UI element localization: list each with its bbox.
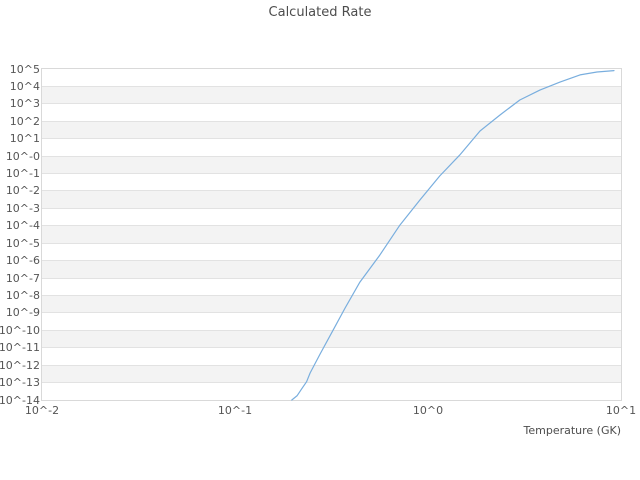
grid-band — [42, 190, 621, 209]
y-gridline — [42, 138, 621, 140]
grid-band — [42, 208, 621, 226]
y-tick-label: 10^-1 — [5, 167, 40, 181]
y-tick-label: 10^-12 — [0, 358, 40, 372]
grid-band — [42, 278, 621, 296]
y-gridline — [42, 173, 621, 175]
y-tick-label: 10^-7 — [5, 271, 40, 285]
y-tick-label: 10^-5 — [5, 236, 40, 250]
y-tick-label: 10^3 — [9, 97, 40, 111]
y-tick-label: 10^1 — [9, 132, 40, 146]
y-gridline — [42, 294, 621, 296]
y-gridline — [42, 277, 621, 279]
grid-band — [42, 260, 621, 279]
plot-area — [41, 68, 622, 401]
y-gridline — [42, 155, 621, 157]
grid-band — [42, 103, 621, 122]
y-gridline — [42, 120, 621, 122]
grid-band — [42, 121, 621, 139]
grid-band — [42, 365, 621, 383]
y-gridline — [42, 225, 621, 227]
y-tick-label: 10^-8 — [5, 288, 40, 302]
grid-band — [42, 225, 621, 244]
y-tick-label: 10^-2 — [5, 184, 40, 198]
y-tick-label: 10^4 — [9, 79, 40, 93]
y-gridline — [42, 329, 621, 331]
y-gridline — [42, 103, 621, 105]
y-gridline — [42, 364, 621, 366]
grid-band — [42, 330, 621, 348]
x-axis-title: Temperature (GK) — [523, 424, 622, 437]
grid-band — [42, 138, 621, 157]
chart-title: Calculated Rate — [268, 5, 372, 20]
y-tick-label: 10^-9 — [5, 306, 40, 320]
y-tick-label: 10^-14 — [0, 393, 40, 407]
y-tick-label: 10^5 — [9, 62, 40, 76]
x-tick-label: 10^-1 — [217, 404, 253, 417]
y-tick-label: 10^-11 — [0, 341, 40, 355]
y-gridline — [42, 85, 621, 87]
grid-band — [42, 243, 621, 261]
y-gridline — [42, 382, 621, 384]
y-gridline — [42, 190, 621, 192]
y-gridline — [42, 312, 621, 314]
x-tick-label: 10^1 — [605, 404, 637, 417]
y-tick-label: 10^-13 — [0, 376, 40, 390]
grid-band — [42, 347, 621, 366]
grid-band — [42, 173, 621, 191]
grid-band — [42, 382, 621, 400]
grid-band — [42, 86, 621, 104]
x-tick-label: 10^0 — [412, 404, 444, 417]
y-tick-label: 10^-10 — [0, 323, 40, 337]
y-tick-label: 10^-3 — [5, 201, 40, 215]
y-gridline — [42, 242, 621, 244]
y-tick-label: 10^-4 — [5, 219, 40, 233]
grid-band — [42, 312, 621, 331]
y-tick-label: 10^-0 — [5, 149, 40, 163]
y-tick-label: 10^2 — [9, 114, 40, 128]
y-gridline — [42, 260, 621, 262]
y-gridline — [42, 207, 621, 209]
y-tick-label: 10^-6 — [5, 254, 40, 268]
x-tick-label: 10^-2 — [24, 404, 60, 417]
y-gridline — [42, 347, 621, 349]
grid-band — [42, 295, 621, 313]
grid-band — [42, 156, 621, 174]
grid-band — [42, 69, 621, 87]
